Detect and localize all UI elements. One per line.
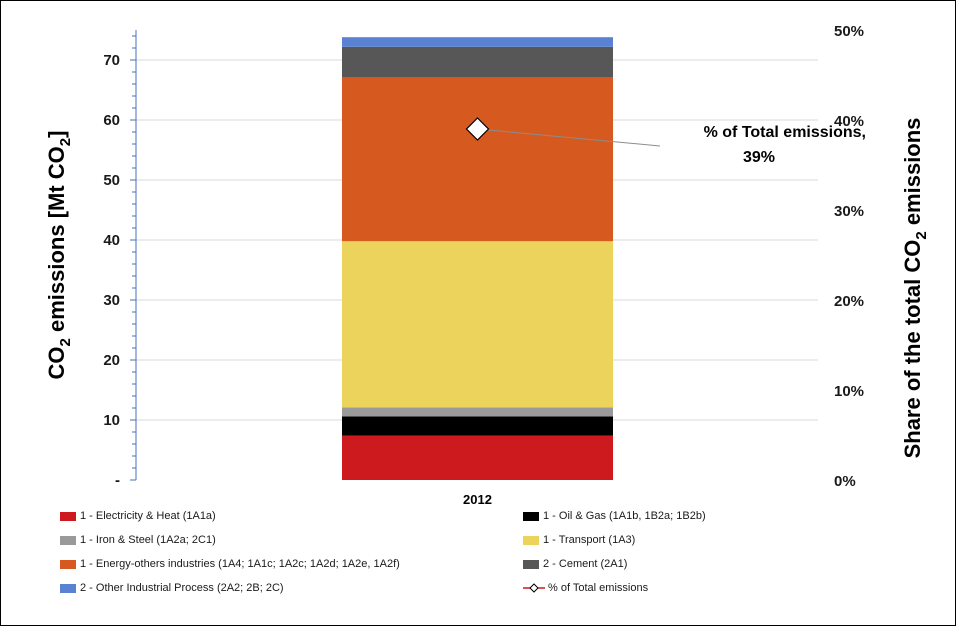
bar-segment-5: [342, 46, 613, 78]
legend-label: 1 - Electricity & Heat (1A1a): [80, 510, 216, 522]
legend-label: 1 - Iron & Steel (1A2a; 2C1): [80, 534, 216, 546]
legend-swatch: [523, 559, 539, 569]
annotation-line2: 39%: [743, 149, 775, 166]
bar-segment-2: [342, 407, 613, 417]
annotation-leader: [477, 128, 661, 147]
legend-swatch: [60, 535, 76, 545]
legend-swatch: [60, 559, 76, 569]
legend-swatch: [523, 511, 539, 521]
category-label: 2012: [463, 492, 492, 507]
left-tick-label: 70: [103, 52, 120, 69]
bar-segment-0: [342, 435, 613, 480]
right-tick-label: 20%: [834, 293, 864, 310]
legend-label: % of Total emissions: [548, 582, 649, 594]
legend-item: 2 - Cement (2A1): [523, 558, 627, 570]
left-tick-label: 60: [103, 112, 120, 129]
left-tick-label: -: [115, 472, 120, 489]
share-marker: [465, 117, 490, 141]
left-axis-title: CO2 emissions [Mt CO2]: [44, 131, 74, 380]
bar-segment-1: [342, 416, 613, 436]
right-tick-label: 40%: [834, 113, 864, 130]
legend-item: % of Total emissions: [523, 582, 648, 594]
left-tick-label: 50: [103, 172, 120, 189]
legend-swatch: [60, 511, 76, 521]
legend-swatch: [523, 535, 539, 545]
annotation-line1: % of Total emissions,: [704, 124, 866, 141]
right-tick-label: 0%: [834, 473, 856, 490]
bar-segment-3: [342, 241, 613, 408]
legend-item: 1 - Energy-others industries (1A4; 1A1c;…: [60, 558, 400, 570]
bar-stack: [342, 37, 613, 480]
legend-swatch: [60, 583, 76, 593]
left-y-axis: - 10 20 30 40 50 60 70: [103, 30, 137, 489]
legend-item: 1 - Oil & Gas (1A1b, 1B2a; 1B2b): [523, 510, 706, 522]
legend-marker-icon: [523, 583, 545, 593]
share-line: [465, 117, 661, 147]
legend-item: 1 - Electricity & Heat (1A1a): [60, 510, 216, 522]
left-tick-label: 40: [103, 232, 120, 249]
x-axis-categories: 2012: [463, 492, 492, 507]
left-tick-label: 10: [103, 412, 120, 429]
right-y-axis: 0% 10% 20% 30% 40% 50%: [834, 23, 864, 490]
legend-item: 1 - Iron & Steel (1A2a; 2C1): [60, 534, 216, 546]
right-axis-title: Share of the total CO2 emissions: [900, 118, 930, 459]
bar-segment-4: [342, 77, 613, 242]
left-tick-label: 20: [103, 352, 120, 369]
right-tick-label: 10%: [834, 383, 864, 400]
right-tick-label: 50%: [834, 23, 864, 40]
legend-item: 1 - Transport (1A3): [523, 534, 635, 546]
bar-segment-6: [342, 37, 613, 47]
legend-label: 2 - Other Industrial Process (2A2; 2B; 2…: [80, 582, 284, 594]
legend-label: 1 - Transport (1A3): [543, 534, 636, 546]
legend-label: 2 - Cement (2A1): [543, 558, 628, 570]
legend-item: 2 - Other Industrial Process (2A2; 2B; 2…: [60, 582, 284, 594]
legend-label: 1 - Oil & Gas (1A1b, 1B2a; 1B2b): [543, 510, 706, 522]
legend-label: 1 - Energy-others industries (1A4; 1A1c;…: [80, 558, 400, 570]
right-tick-label: 30%: [834, 203, 864, 220]
left-tick-label: 30: [103, 292, 120, 309]
